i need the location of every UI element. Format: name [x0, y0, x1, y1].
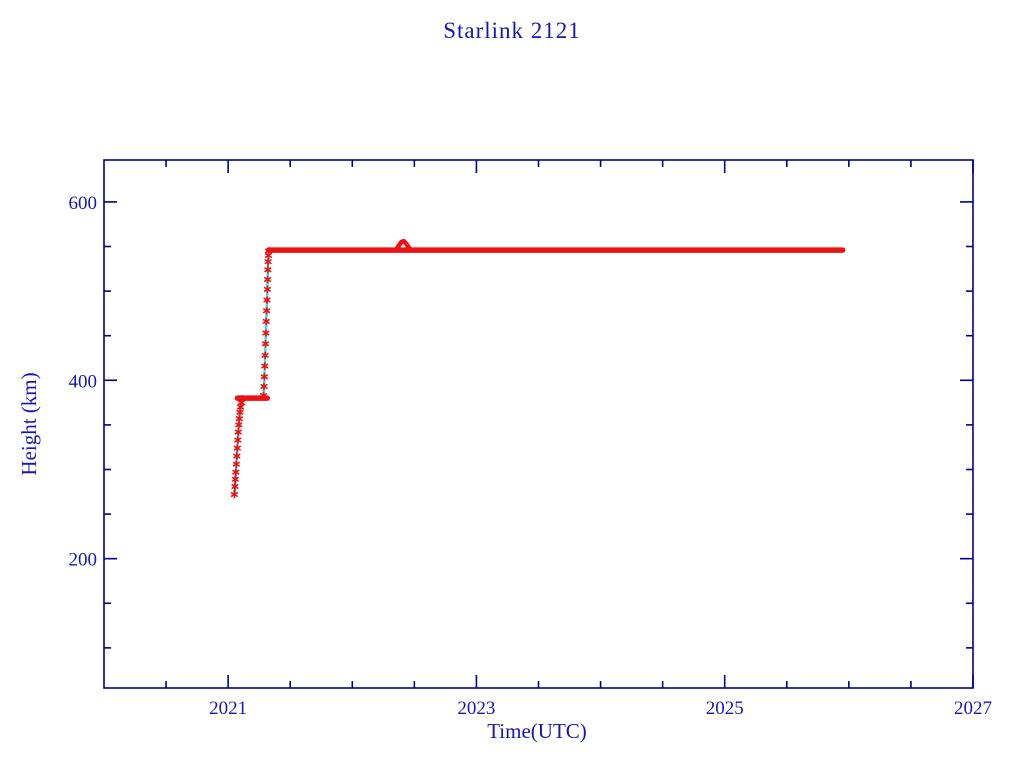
marker-orbit-raise	[260, 384, 268, 390]
connect-line-orbit-raise	[262, 250, 270, 396]
axis-tick-labels: 2021 2023 2025 2027 200 400 600	[69, 193, 993, 719]
marker-orbit-raise	[264, 277, 272, 283]
marker-orbit-raise	[264, 267, 272, 273]
marker-orbit-raise	[264, 252, 272, 258]
marker-launch-ascent	[234, 429, 242, 435]
marker-orbit-raise	[261, 341, 270, 347]
marker-launch-ascent	[234, 437, 242, 443]
x-tick-label: 2025	[706, 698, 744, 719]
marker-orbit-raise	[262, 330, 270, 336]
plot-border	[103, 159, 974, 689]
y-tick-label: 400	[69, 371, 98, 392]
marker-orbit-raise	[263, 308, 271, 314]
marker-orbit-raise	[263, 286, 271, 292]
marker-orbit-raise	[262, 318, 270, 324]
marker-launch-ascent	[233, 453, 241, 459]
marker-launch-ascent	[236, 404, 245, 410]
marker-orbit-raise	[259, 392, 268, 398]
marker-launch-ascent	[232, 469, 240, 475]
y-tick-label: 600	[69, 193, 98, 214]
chart-title: Starlink 2121	[443, 18, 581, 43]
marker-launch-ascent	[231, 483, 239, 489]
x-tick-label: 2023	[457, 698, 495, 719]
x-tick-label: 2027	[954, 698, 992, 719]
marker-launch-ascent	[232, 461, 240, 467]
x-axis-label: Time(UTC)	[487, 719, 587, 743]
marker-launch-ascent	[235, 416, 243, 422]
marker-launch-ascent	[237, 400, 246, 406]
marker-orbit-raise	[260, 374, 268, 380]
marker-orbit-raise	[261, 352, 269, 358]
marker-launch-ascent	[233, 445, 241, 451]
marker-launch-ascent	[235, 422, 243, 428]
marker-launch-ascent	[231, 476, 239, 482]
marker-orbit-raise	[263, 297, 271, 303]
y-axis-label: Height (km)	[17, 372, 41, 475]
x-tick-label: 2021	[209, 698, 247, 719]
marker-orbit-raise	[261, 363, 269, 369]
data-series-layer	[230, 238, 846, 499]
marker-launch-ascent	[236, 409, 244, 415]
y-tick-label: 200	[69, 550, 98, 571]
marker-orbit-raise	[264, 259, 272, 265]
series-maneuver-bump	[394, 238, 413, 252]
axis-ticks	[104, 160, 974, 688]
marker-launch-ascent	[230, 491, 238, 497]
